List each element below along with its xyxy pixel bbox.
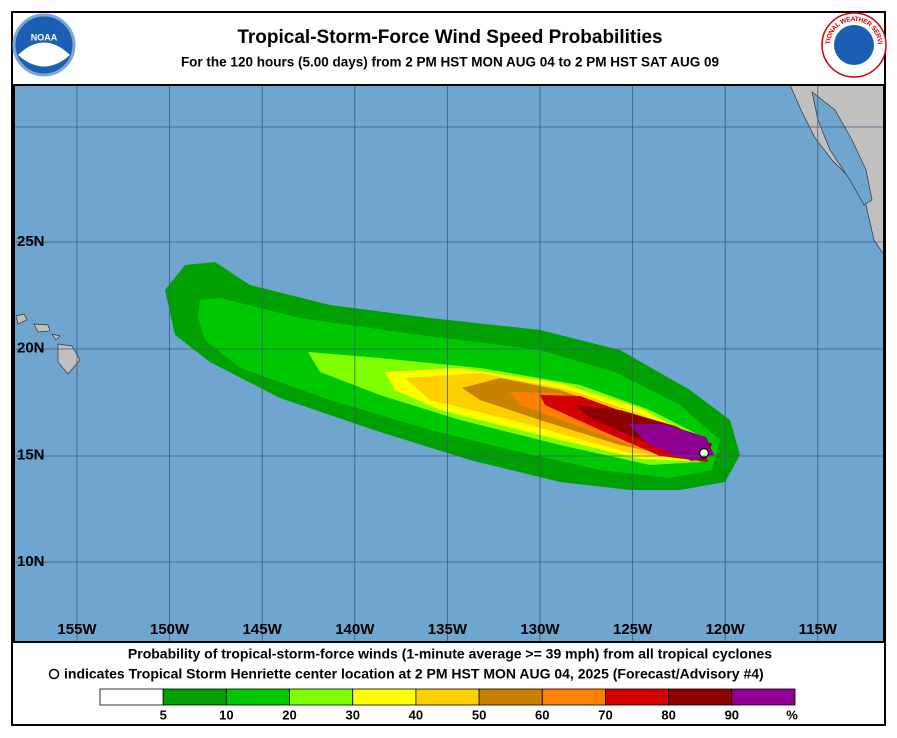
logo-circle	[834, 25, 874, 65]
gulf-of-california	[811, 91, 873, 206]
storm-center	[698, 447, 710, 459]
legend-label: %	[786, 707, 798, 722]
legend-label: 70	[598, 707, 612, 722]
legend-swatch	[162, 688, 227, 706]
lat-label: 20N	[17, 340, 45, 357]
legend-swatch	[289, 688, 354, 706]
land	[15, 84, 885, 375]
lon-label: 155W	[57, 621, 97, 638]
island	[15, 313, 28, 325]
legend-swatch	[415, 688, 480, 706]
legend-label: 5	[160, 707, 167, 722]
probability-contours	[165, 262, 740, 490]
legend-swatch	[99, 688, 164, 706]
lon-label: 145W	[243, 621, 283, 638]
legend-label: 40	[409, 707, 423, 722]
legend-label: 80	[661, 707, 675, 722]
legend-swatch	[668, 688, 733, 706]
legend-label: 50	[472, 707, 486, 722]
logo-text: NOAA	[31, 32, 58, 42]
legend-label: 60	[535, 707, 549, 722]
island	[33, 323, 51, 333]
legend-swatch	[478, 688, 543, 706]
title: Tropical-Storm-Force Wind Speed Probabil…	[237, 27, 662, 48]
lon-label: 120W	[706, 621, 746, 638]
lon-label: 135W	[428, 621, 468, 638]
legend-label: 90	[725, 707, 739, 722]
lat-label: 25N	[17, 233, 45, 250]
center-symbol	[48, 668, 60, 680]
legend-label: 10	[219, 707, 233, 722]
legend-swatch	[225, 688, 290, 706]
subtitle: For the 120 hours (5.00 days) from 2 PM …	[181, 55, 719, 70]
logo-wave	[18, 42, 70, 67]
legend-swatch	[541, 688, 606, 706]
lon-label: 130W	[520, 621, 560, 638]
legend-label: 20	[282, 707, 296, 722]
legend-swatch	[605, 688, 670, 706]
lon-label: 125W	[613, 621, 653, 638]
legend-swatch	[731, 688, 796, 706]
lon-label: 150W	[150, 621, 190, 638]
island	[51, 333, 61, 341]
legend-swatch	[352, 688, 417, 706]
contour-90	[628, 424, 714, 461]
map-border	[13, 84, 885, 643]
map	[14, 84, 885, 642]
island	[57, 343, 81, 375]
footer-line1: Probability of tropical-storm-force wind…	[128, 646, 772, 662]
lat-label: 10N	[17, 553, 45, 570]
lat-label: 15N	[17, 446, 45, 463]
legend-label: 30	[345, 707, 359, 722]
lon-label: 115W	[799, 621, 838, 638]
noaa-logo: NOAA	[12, 13, 76, 77]
footer-line2: indicates Tropical Storm Henriette cente…	[64, 666, 764, 682]
lon-label: 140W	[335, 621, 375, 638]
